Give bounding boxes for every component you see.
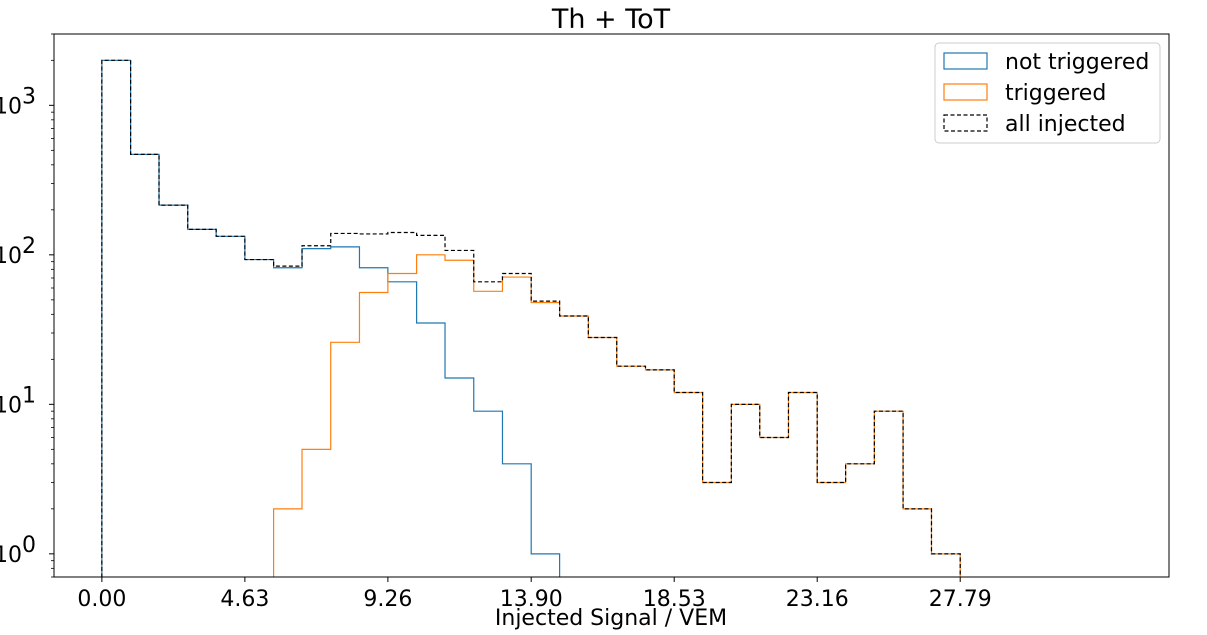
y-tick-label: 10 <box>0 94 22 119</box>
y-tick-exponent: 2 <box>22 234 36 259</box>
x-tick-label: 4.63 <box>220 587 269 612</box>
series-line-triggered <box>273 254 961 577</box>
y-tick-exponent: 0 <box>22 533 36 558</box>
series-layer <box>101 59 961 577</box>
x-tick-label: 27.79 <box>929 587 992 612</box>
legend: not triggered triggered all injected <box>934 42 1161 144</box>
x-tick-label: 13.90 <box>500 587 563 612</box>
y-tick-exponent: 3 <box>22 84 36 109</box>
y-tick-exponent: 1 <box>22 383 36 408</box>
plot-area <box>53 33 1170 578</box>
chart-title: Th + ToT <box>551 4 671 35</box>
plot-frame <box>53 33 1170 578</box>
x-tick-label: 0.00 <box>77 587 126 612</box>
series-line-not-triggered <box>101 59 561 577</box>
x-axis-label: Injected Signal / VEM <box>495 606 727 631</box>
legend-swatch <box>943 114 988 132</box>
legend-swatch <box>943 52 988 70</box>
y-tick-label: 10 <box>0 393 22 418</box>
legend-box <box>934 42 1161 144</box>
legend-label: triggered <box>1005 81 1106 106</box>
y-tick-label: 10 <box>0 543 22 568</box>
x-tick-label: 23.16 <box>786 587 849 612</box>
x-tick-label: 18.53 <box>643 587 706 612</box>
series-line-all-injected <box>101 59 961 577</box>
x-tick-label: 9.26 <box>363 587 412 612</box>
legend-label: not triggered <box>1005 50 1149 75</box>
legend-swatch <box>943 83 988 101</box>
x-axis-ticks: 0.00 4.63 9.26 13.90 18.53 23.16 27.79 <box>77 577 992 612</box>
y-tick-label: 10 <box>0 244 22 269</box>
legend-label: all injected <box>1005 112 1126 137</box>
